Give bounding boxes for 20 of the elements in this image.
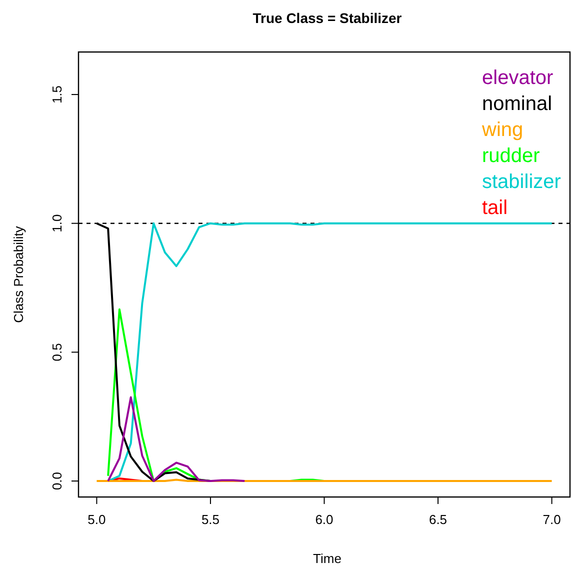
- y-tick-label: 0.0: [50, 472, 64, 490]
- text: nominal: [482, 93, 552, 115]
- y-axis-title: Class Probability: [11, 226, 26, 323]
- x-tick-label: 6.0: [315, 512, 334, 527]
- y-tick-label: 1.0: [50, 214, 64, 232]
- line-series: [107, 396, 246, 482]
- x-tick-label: 5.0: [88, 512, 106, 527]
- text: tail: [482, 197, 508, 219]
- text: rudder: [482, 145, 540, 167]
- line-series: [107, 222, 553, 482]
- y-tick-label: 0.5: [50, 343, 64, 362]
- chart-title: True Class = Stabilizer: [252, 10, 402, 26]
- text: elevator: [482, 67, 554, 89]
- text: wing: [481, 119, 524, 141]
- series-label: stabilizer: [482, 171, 562, 193]
- x-tick-label: 7.0: [542, 512, 561, 527]
- x-tick-label: 5.5: [201, 512, 220, 527]
- x-axis-title: Time: [313, 551, 342, 566]
- y-tick-label: 1.5: [50, 85, 64, 104]
- x-tick-label: 6.5: [428, 512, 448, 527]
